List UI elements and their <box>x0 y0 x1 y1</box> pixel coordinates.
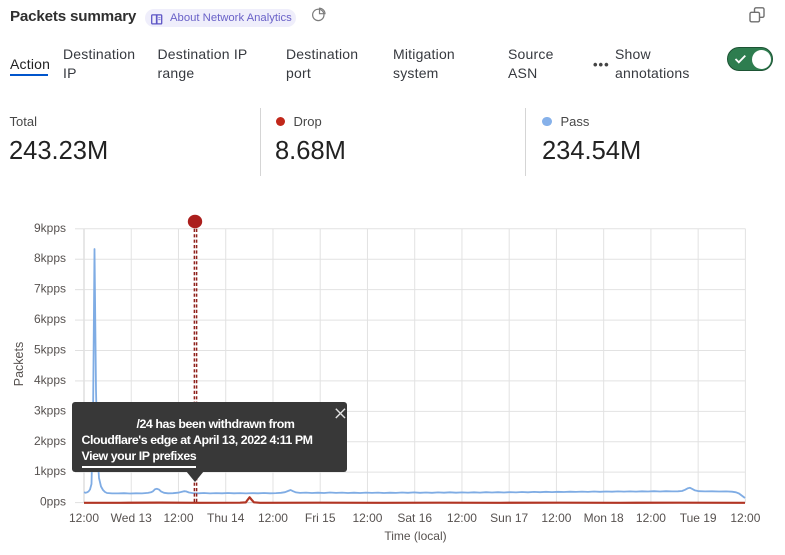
svg-text:1kpps: 1kpps <box>34 464 66 478</box>
svg-text:0pps: 0pps <box>40 495 66 509</box>
svg-text:4kpps: 4kpps <box>34 373 66 387</box>
svg-text:12:00: 12:00 <box>636 511 666 525</box>
svg-text:7kpps: 7kpps <box>34 282 66 296</box>
svg-text:2kpps: 2kpps <box>34 434 66 448</box>
svg-text:Mon 18: Mon 18 <box>584 511 624 525</box>
svg-text:5kpps: 5kpps <box>34 342 66 356</box>
svg-text:12:00: 12:00 <box>69 511 99 525</box>
svg-text:12:00: 12:00 <box>352 511 382 525</box>
svg-text:12:00: 12:00 <box>730 511 760 525</box>
svg-text:Thu 14: Thu 14 <box>207 511 245 525</box>
svg-text:Time (local): Time (local) <box>384 529 446 543</box>
svg-text:6kpps: 6kpps <box>34 312 66 326</box>
svg-text:Fri 15: Fri 15 <box>305 511 336 525</box>
svg-text:3kpps: 3kpps <box>34 403 66 417</box>
svg-text:Tue 19: Tue 19 <box>680 511 717 525</box>
svg-text:Sat 16: Sat 16 <box>397 511 432 525</box>
svg-text:12:00: 12:00 <box>258 511 288 525</box>
svg-text:8kpps: 8kpps <box>34 251 66 265</box>
svg-text:12:00: 12:00 <box>447 511 477 525</box>
svg-text:Packets: Packets <box>12 342 26 386</box>
svg-text:12:00: 12:00 <box>163 511 193 525</box>
svg-text:12:00: 12:00 <box>541 511 571 525</box>
svg-text:Wed 13: Wed 13 <box>111 511 152 525</box>
svg-text:9kpps: 9kpps <box>34 221 66 235</box>
svg-text:Sun 17: Sun 17 <box>490 511 528 525</box>
